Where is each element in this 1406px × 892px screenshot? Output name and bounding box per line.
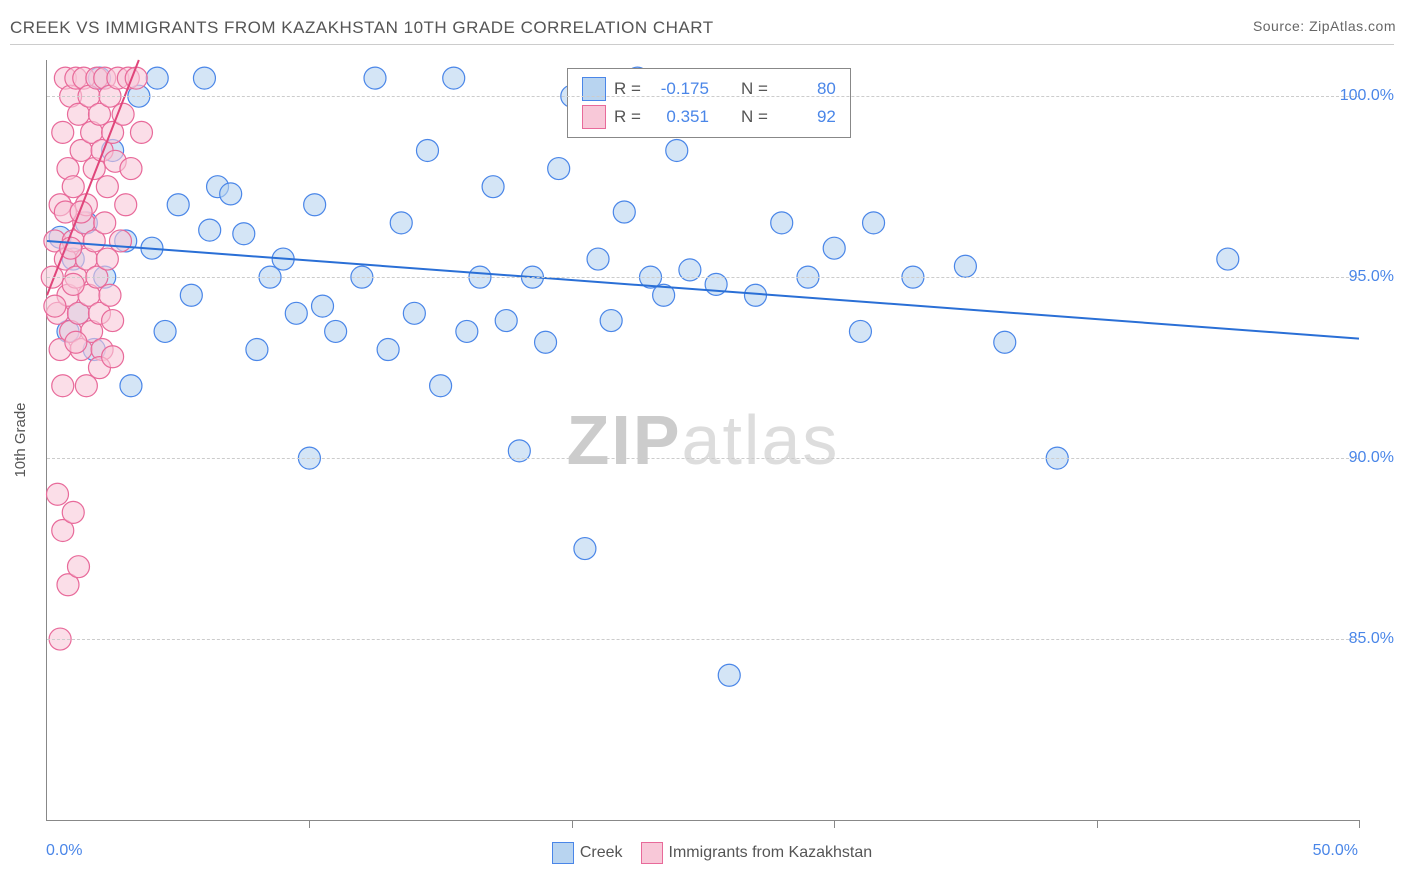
source-label: Source: ZipAtlas.com [1253, 18, 1396, 34]
title-underline [10, 44, 1394, 45]
data-point [115, 194, 137, 216]
data-point [994, 331, 1016, 353]
data-point [180, 284, 202, 306]
gridline [47, 639, 1359, 640]
gridline [47, 277, 1359, 278]
legend-swatch [582, 77, 606, 101]
data-point [863, 212, 885, 234]
legend-swatch [641, 842, 663, 864]
data-point [70, 201, 92, 223]
data-point [718, 664, 740, 686]
data-point [390, 212, 412, 234]
data-point [46, 483, 68, 505]
data-point [403, 302, 425, 324]
y-tick-label: 90.0% [1349, 449, 1394, 467]
data-point [304, 194, 326, 216]
data-point [823, 237, 845, 259]
data-point [416, 139, 438, 161]
x-tick [834, 820, 835, 828]
data-point [65, 331, 87, 353]
data-point [443, 67, 465, 89]
legend-label: Creek [580, 844, 623, 861]
data-point [220, 183, 242, 205]
data-point [99, 284, 121, 306]
y-tick-label: 100.0% [1340, 87, 1394, 105]
data-point [495, 310, 517, 332]
data-point [130, 121, 152, 143]
data-point [62, 176, 84, 198]
data-point [535, 331, 557, 353]
r-label: R = [614, 107, 641, 127]
data-point [62, 501, 84, 523]
data-point [96, 248, 118, 270]
data-point [193, 67, 215, 89]
data-point [482, 176, 504, 198]
data-point [199, 219, 221, 241]
data-point [325, 320, 347, 342]
data-point [587, 248, 609, 270]
chart-svg [47, 60, 1359, 820]
data-point [52, 375, 74, 397]
data-point [52, 121, 74, 143]
data-point [67, 556, 89, 578]
data-point [954, 255, 976, 277]
y-axis-title: 10th Grade [12, 402, 29, 477]
data-point [312, 295, 334, 317]
legend-stat-row: R = -0.175N = 80 [582, 75, 836, 103]
data-point [94, 212, 116, 234]
data-point [1217, 248, 1239, 270]
legend-label: Immigrants from Kazakhstan [669, 844, 873, 861]
legend-swatch [552, 842, 574, 864]
data-point [154, 320, 176, 342]
data-point [96, 176, 118, 198]
x-tick [1359, 820, 1360, 828]
legend-stats: R = -0.175N = 80 R = 0.351 N = 92 [567, 68, 851, 138]
plot-area: ZIPatlas R = -0.175N = 80R = 0.351N = 92 [46, 60, 1359, 821]
data-point [246, 339, 268, 361]
legend-stat-row: R = 0.351 N = 92 [582, 103, 836, 131]
trendline [47, 241, 1359, 339]
n-value: 92 [776, 107, 836, 127]
gridline [47, 96, 1359, 97]
data-point [364, 67, 386, 89]
x-tick [1097, 820, 1098, 828]
data-point [109, 230, 131, 252]
n-label: N = [741, 107, 768, 127]
data-point [613, 201, 635, 223]
chart-title: CREEK VS IMMIGRANTS FROM KAZAKHSTAN 10TH… [10, 18, 714, 37]
y-tick-label: 95.0% [1349, 268, 1394, 286]
y-tick-label: 85.0% [1349, 630, 1394, 648]
x-tick [309, 820, 310, 828]
data-point [102, 346, 124, 368]
gridline [47, 458, 1359, 459]
data-point [666, 139, 688, 161]
data-point [849, 320, 871, 342]
data-point [44, 295, 66, 317]
data-point [75, 375, 97, 397]
data-point [146, 67, 168, 89]
data-point [120, 375, 142, 397]
title-bar: CREEK VS IMMIGRANTS FROM KAZAKHSTAN 10TH… [10, 18, 1396, 38]
data-point [285, 302, 307, 324]
data-point [167, 194, 189, 216]
data-point [120, 158, 142, 180]
data-point [102, 310, 124, 332]
x-tick [572, 820, 573, 828]
data-point [600, 310, 622, 332]
legend-swatch [582, 105, 606, 129]
data-point [430, 375, 452, 397]
data-point [233, 223, 255, 245]
legend-series: Creek Immigrants from Kazakhstan [0, 842, 1406, 864]
data-point [548, 158, 570, 180]
data-point [456, 320, 478, 342]
r-value: 0.351 [649, 107, 709, 127]
data-point [574, 538, 596, 560]
data-point [771, 212, 793, 234]
data-point [377, 339, 399, 361]
